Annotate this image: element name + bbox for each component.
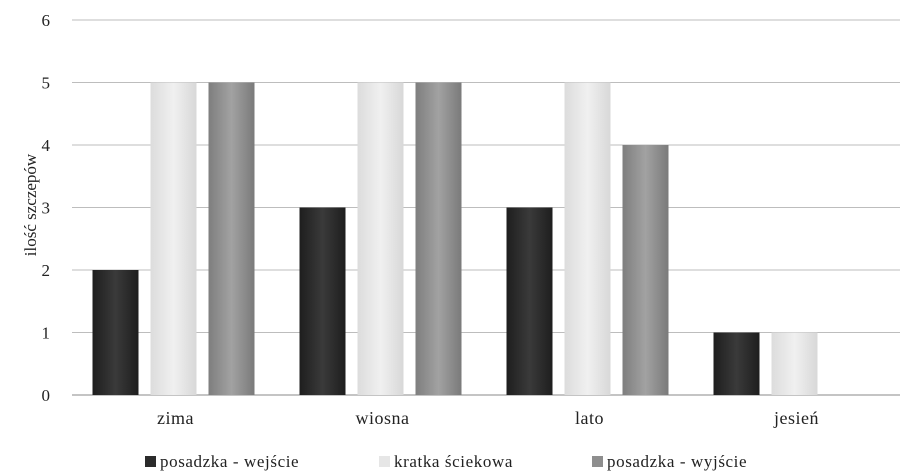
legend-swatch: [592, 456, 603, 467]
legend-swatch: [145, 456, 156, 467]
x-axis: zima wiosna lato jesień: [157, 408, 819, 428]
y-axis-label: ilość szczepów: [21, 153, 40, 256]
x-tick-label: lato: [575, 408, 604, 428]
legend-label: posadzka - wejście: [160, 452, 299, 471]
legend-label: kratka ściekowa: [394, 452, 513, 471]
y-tick-label: 5: [42, 74, 51, 93]
bar: [357, 82, 404, 395]
bar: [564, 82, 611, 395]
bar: [150, 82, 197, 395]
bar: [92, 270, 139, 395]
y-tick-label: 4: [42, 136, 51, 155]
y-tick-label: 3: [42, 199, 51, 218]
legend: posadzka - wejście kratka ściekowa posadzk…: [145, 452, 747, 471]
bar: [713, 332, 760, 395]
y-tick-label: 0: [42, 386, 51, 405]
x-tick-label: zima: [157, 408, 194, 428]
x-tick-label: wiosna: [356, 408, 410, 428]
bar: [506, 207, 553, 395]
legend-label: posadzka - wyjście: [607, 452, 747, 471]
y-tick-label: 2: [42, 261, 51, 280]
bar: [771, 332, 818, 395]
bar: [622, 145, 669, 395]
x-tick-label: jesień: [773, 408, 819, 428]
bars: [92, 82, 818, 395]
y-axis: 0 1 2 3 4 5 6: [42, 11, 51, 405]
y-tick-label: 6: [42, 11, 51, 30]
bar: [208, 82, 255, 395]
legend-swatch: [379, 456, 390, 467]
bar: [415, 82, 462, 395]
y-tick-label: 1: [42, 324, 51, 343]
bar: [299, 207, 346, 395]
